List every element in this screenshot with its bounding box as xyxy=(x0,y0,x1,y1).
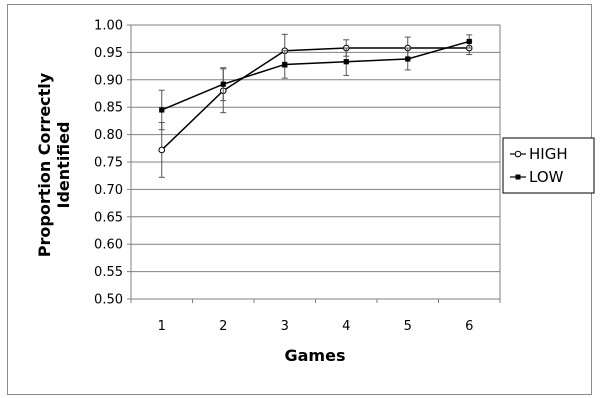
x-tick-label: 4 xyxy=(342,319,350,334)
x-tick-label: 6 xyxy=(465,319,473,334)
y-axis-title-line-1: Proportion Correctly xyxy=(35,72,54,257)
data-point-high xyxy=(158,146,166,154)
chart-frame xyxy=(7,4,592,395)
legend-marker-high xyxy=(514,150,522,158)
y-tick-label: 0.55 xyxy=(94,265,123,280)
data-point-low xyxy=(282,61,288,68)
gridlines xyxy=(131,24,500,300)
series-high xyxy=(158,33,473,178)
data-point-low xyxy=(159,107,165,113)
legend-label-low: LOW xyxy=(529,168,564,186)
legend-label-high: HIGH xyxy=(529,145,568,163)
x-axis-ticks: 1 2 3 4 5 6 xyxy=(130,299,501,334)
y-tick-label: 0.75 xyxy=(94,156,123,171)
y-tick-label: 0.80 xyxy=(94,128,123,143)
data-point-low xyxy=(466,38,472,45)
y-tick-label: 0.90 xyxy=(94,73,123,88)
y-tick-label: 0.85 xyxy=(94,101,123,116)
y-tick-label: 1.00 xyxy=(94,19,123,34)
y-axis-ticks: 0.50 0.55 0.60 0.65 0.70 0.75 0.80 0.85 0.90 0.95… xyxy=(94,19,131,308)
x-tick-label: 3 xyxy=(281,319,289,334)
legend-marker-low xyxy=(515,174,521,180)
series-line-low xyxy=(161,40,470,111)
series-layer xyxy=(158,33,473,178)
data-point-low xyxy=(405,56,411,62)
data-point-low xyxy=(343,59,349,65)
legend-item-low: LOW xyxy=(510,168,564,186)
y-tick-label: 0.60 xyxy=(94,238,123,253)
series-line-high xyxy=(161,47,470,151)
x-tick-label: 1 xyxy=(158,319,166,334)
y-axis-title: Proportion Correctly Identified xyxy=(35,72,73,257)
x-tick-label: 2 xyxy=(219,319,227,334)
data-point-low xyxy=(220,81,226,87)
y-tick-label: 0.50 xyxy=(94,293,123,308)
y-tick-label: 0.65 xyxy=(94,210,123,225)
legend-item-high: HIGH xyxy=(510,145,568,163)
y-tick-label: 0.70 xyxy=(94,183,123,198)
x-axis-title: Games xyxy=(285,346,346,365)
y-tick-label: 0.95 xyxy=(94,46,123,61)
legend-box xyxy=(502,137,595,194)
legend: HIGH LOW xyxy=(502,137,595,194)
x-tick-label: 5 xyxy=(404,319,412,334)
series-low xyxy=(158,34,473,131)
y-axis-title-line-2: Identified xyxy=(54,122,73,209)
